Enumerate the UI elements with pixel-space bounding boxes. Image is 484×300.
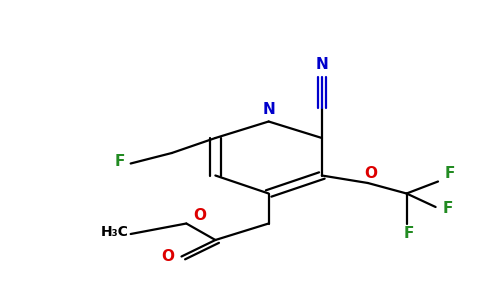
Text: N: N: [262, 102, 275, 117]
Text: N: N: [316, 57, 328, 72]
Text: O: O: [194, 208, 206, 224]
Text: O: O: [364, 167, 377, 182]
Text: F: F: [445, 167, 455, 182]
Text: F: F: [115, 154, 125, 169]
Text: O: O: [162, 249, 174, 264]
Text: H₃C: H₃C: [100, 226, 128, 239]
Text: F: F: [404, 226, 414, 242]
Text: F: F: [442, 201, 453, 216]
